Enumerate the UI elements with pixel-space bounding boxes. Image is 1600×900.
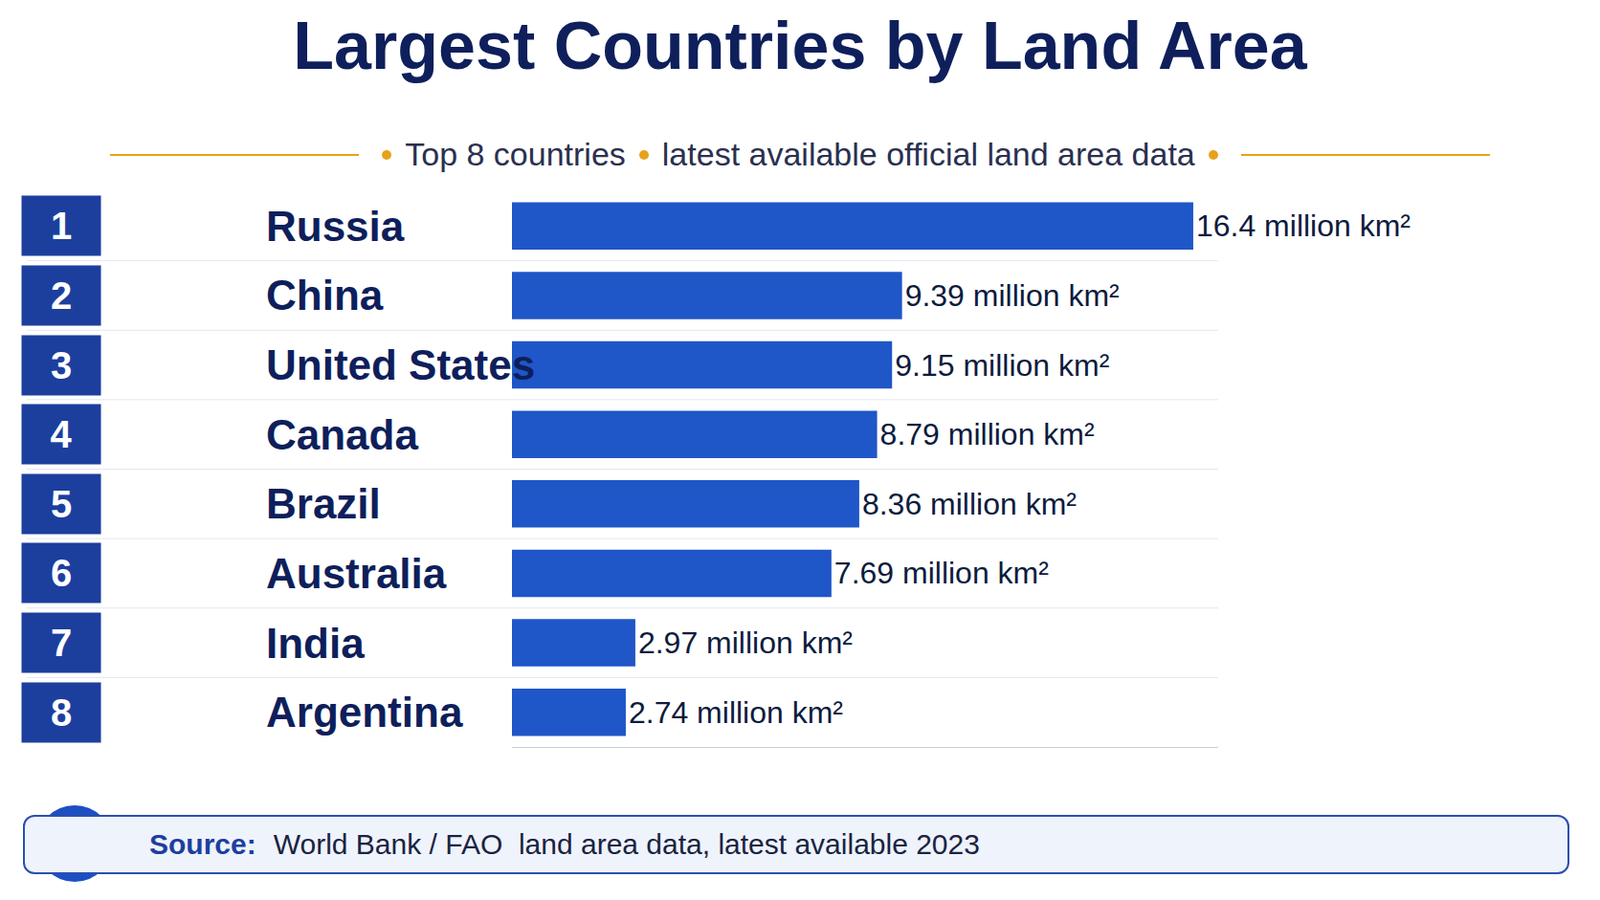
svg-text:7: 7 bbox=[50, 622, 72, 665]
html-text:Source:: Source: bbox=[149, 828, 257, 861]
svg-text:Australia: Australia bbox=[266, 550, 447, 598]
svg-text:Argentina: Argentina bbox=[266, 688, 464, 736]
svg-text:2.97 million km²: 2.97 million km² bbox=[638, 625, 853, 661]
html-text:World Bank / FAO land area dat: World Bank / FAO land area data, latest … bbox=[273, 828, 980, 861]
svg-text:8: 8 bbox=[50, 691, 72, 734]
svg-text:Brazil: Brazil bbox=[266, 480, 381, 528]
svg-text:7.69 million km²: 7.69 million km² bbox=[834, 555, 1049, 591]
svg-text:1: 1 bbox=[50, 204, 72, 247]
svg-text:8.36 million km²: 8.36 million km² bbox=[862, 487, 1077, 522]
svg-text:2.74 million km²: 2.74 million km² bbox=[628, 695, 844, 731]
svg-text:5: 5 bbox=[50, 483, 72, 526]
svg-text:8.79 million km²: 8.79 million km² bbox=[880, 417, 1095, 452]
html-text:Top 8 countries: Top 8 countries bbox=[404, 135, 626, 173]
svg-text:9.15 million km²: 9.15 million km² bbox=[894, 348, 1110, 383]
svg-text:16.4 million km²: 16.4 million km² bbox=[1196, 208, 1411, 244]
svg-text:2: 2 bbox=[50, 274, 72, 317]
svg-text:3: 3 bbox=[50, 344, 72, 387]
svg-text:9.39 million km²: 9.39 million km² bbox=[905, 278, 1120, 313]
svg-text:6: 6 bbox=[50, 552, 72, 595]
svg-text:Canada: Canada bbox=[266, 411, 419, 459]
svg-text:China: China bbox=[266, 271, 384, 319]
svg-text:United States: United States bbox=[266, 341, 535, 389]
svg-text:4: 4 bbox=[50, 413, 73, 456]
html-text:Largest Countries by Land Area: Largest Countries by Land Area bbox=[293, 8, 1307, 84]
svg-text:India: India bbox=[266, 620, 365, 667]
html-text:latest available official land: latest available official land area data bbox=[662, 135, 1196, 173]
svg-text:Russia: Russia bbox=[266, 202, 405, 250]
